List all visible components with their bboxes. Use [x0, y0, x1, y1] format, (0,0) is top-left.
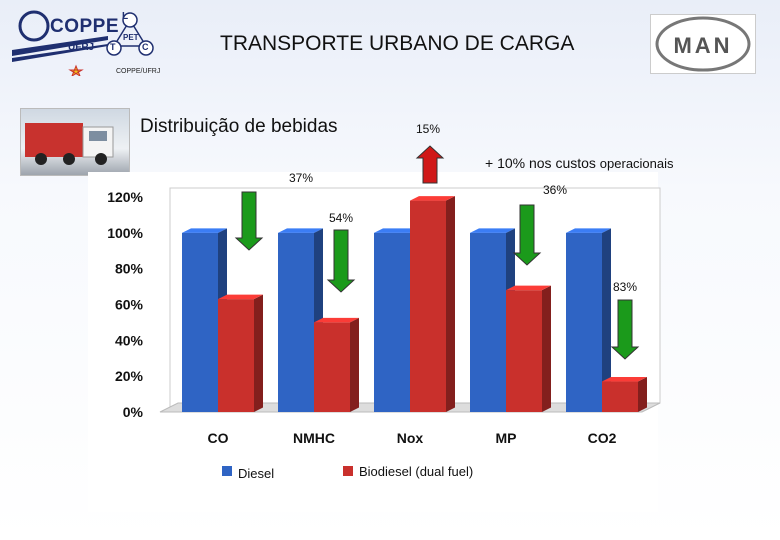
bar-top: [218, 294, 263, 300]
bar-biodiesel-nox: [410, 200, 446, 412]
change-label-co: 37%: [289, 171, 313, 185]
bar-diesel-nmhc: [278, 232, 314, 412]
bar-side: [542, 285, 551, 412]
man-logo-text: MAN: [673, 33, 733, 58]
y-tick-label: 20%: [115, 368, 144, 384]
y-tick-label: 100%: [107, 225, 143, 241]
coppe-ufrj: UFRJ: [68, 42, 95, 53]
x-tick-label-co2: CO2: [588, 430, 617, 446]
bar-biodiesel-co: [218, 299, 254, 412]
coppe-caption: COPPE/UFRJ: [116, 68, 161, 75]
truck-icon: [25, 123, 114, 165]
subtitle-percent: 15%: [416, 122, 441, 136]
bar-diesel-mp: [470, 232, 506, 412]
bar-top: [182, 228, 227, 233]
ltc-letter-c: C: [142, 42, 149, 52]
pet-label: PET: [123, 33, 139, 42]
down-arrow-icon-co2: [610, 299, 640, 360]
down-arrow-icon-mp: [512, 204, 542, 266]
bar-side: [602, 228, 611, 412]
down-arrow-icon-nmhc: [326, 229, 356, 293]
bar-biodiesel-co2: [602, 381, 638, 412]
bar-top: [278, 228, 323, 233]
x-tick-label-nmhc: NMHC: [293, 430, 335, 446]
x-tick-label-mp: MP: [496, 430, 517, 446]
coppe-emblem-icon: [12, 10, 154, 76]
cost-note-small: operacionais: [599, 156, 674, 171]
coppe-logo: COPPE UFRJ L PET T C COPPE/UFRJ: [8, 6, 168, 76]
bar-diesel-co: [182, 232, 218, 412]
bar-top: [314, 317, 359, 323]
change-label-mp: 36%: [543, 183, 567, 197]
x-tick-label-nox: Nox: [397, 430, 424, 446]
change-label-nmhc: 54%: [329, 211, 353, 225]
legend-label-biodiesel: Biodiesel (dual fuel): [359, 464, 473, 479]
cost-note-main: + 10% nos custos: [485, 155, 600, 171]
y-tick-label: 60%: [115, 297, 144, 313]
y-tick-label: 120%: [107, 189, 143, 205]
change-label-co2: 83%: [613, 280, 637, 294]
bar-top: [470, 228, 515, 233]
ltc-letter-t: T: [110, 42, 116, 52]
y-tick-label: 80%: [115, 261, 144, 277]
legend-swatch-diesel: [222, 466, 232, 476]
man-emblem-icon: [655, 16, 751, 72]
bar-top: [566, 228, 611, 233]
bar-biodiesel-nmhc: [314, 322, 350, 412]
bar-top: [602, 377, 647, 382]
up-arrow-icon-nox: [415, 145, 445, 184]
legend-label-diesel: Diesel: [238, 466, 274, 481]
truck-photo: [20, 108, 130, 176]
x-tick-label-co: CO: [208, 430, 229, 446]
bar-side: [350, 317, 359, 412]
down-arrow-icon-co: [234, 191, 264, 251]
y-tick-label: 40%: [115, 332, 144, 348]
cost-note: + 10% nos custos operacionais: [485, 155, 674, 171]
bar-diesel-co2: [566, 232, 602, 412]
page-title: TRANSPORTE URBANO DE CARGA: [220, 32, 575, 55]
bar-diesel-nox: [374, 232, 410, 412]
bar-top: [374, 228, 419, 233]
man-logo: MAN: [650, 14, 756, 74]
bar-side: [254, 294, 263, 412]
bar-side: [638, 377, 647, 412]
bar-top: [410, 196, 455, 201]
bar-top: [506, 285, 551, 291]
bar-side: [446, 196, 455, 412]
ltc-letter-l: L: [122, 11, 129, 22]
y-tick-label: 0%: [123, 404, 144, 420]
legend-swatch-biodiesel: [343, 466, 353, 476]
coppe-brand: COPPE: [50, 16, 120, 37]
slide-subtitle: Distribuição de bebidas: [140, 116, 338, 137]
bar-biodiesel-mp: [506, 290, 542, 412]
